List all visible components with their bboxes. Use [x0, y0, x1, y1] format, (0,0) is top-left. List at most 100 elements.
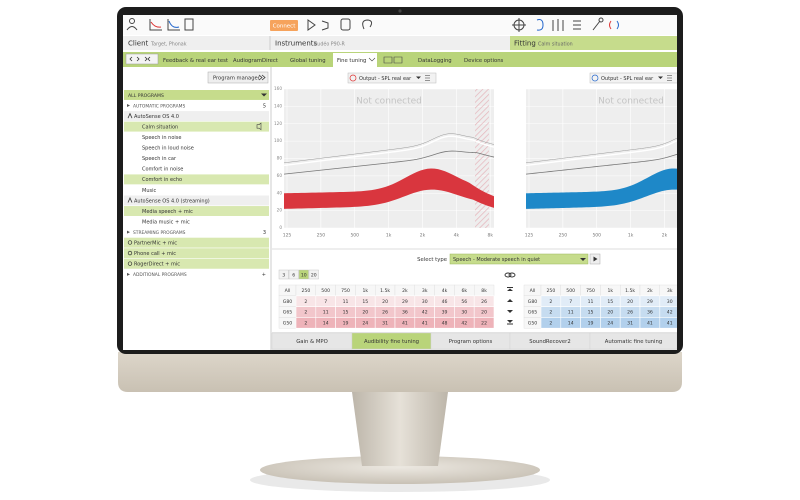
gain-value[interactable]: 42: [667, 310, 673, 316]
gain-value[interactable]: 15: [362, 299, 368, 305]
step-button[interactable]: [278, 269, 289, 280]
gain-value[interactable]: 2: [304, 299, 307, 305]
gain-value[interactable]: 7: [324, 299, 327, 305]
connect-label[interactable]: Connect: [273, 23, 297, 29]
step-label[interactable]: 10: [301, 272, 307, 278]
gain-value[interactable]: 11: [568, 310, 574, 316]
program-row[interactable]: [124, 206, 269, 216]
gain-value[interactable]: 7: [569, 299, 572, 305]
gain-value[interactable]: 30: [422, 299, 428, 305]
gain-value[interactable]: 30: [667, 299, 673, 305]
program-row[interactable]: [124, 237, 269, 248]
gain-value[interactable]: 22: [481, 321, 487, 327]
program-label[interactable]: AutoSense OS 4.0 (streaming): [134, 198, 210, 204]
gain-value[interactable]: 31: [382, 321, 388, 327]
select-type-value[interactable]: Speech - Moderate speech in quiet: [453, 257, 540, 263]
tab-label[interactable]: DataLogging: [418, 58, 452, 64]
gain-cell[interactable]: [473, 317, 495, 329]
gain-value[interactable]: 2: [304, 310, 307, 316]
bottom-tab-label[interactable]: Automatic fine tuning: [605, 339, 662, 345]
gain-cell[interactable]: [659, 317, 680, 329]
nav-arrows[interactable]: [125, 53, 159, 65]
output-dropdown[interactable]: [347, 72, 437, 84]
gain-value[interactable]: 2: [549, 321, 552, 327]
program-label[interactable]: Music: [142, 188, 156, 194]
gain-value[interactable]: 11: [323, 310, 329, 316]
program-label[interactable]: Media speech + mic: [142, 209, 193, 215]
step-button[interactable]: [288, 269, 299, 280]
gain-value[interactable]: 46: [442, 299, 448, 305]
gain-value[interactable]: 19: [588, 321, 594, 327]
gain-value[interactable]: 20: [607, 310, 613, 316]
program-row[interactable]: [124, 111, 269, 122]
gain-value[interactable]: 15: [607, 299, 613, 305]
tab-label[interactable]: Feedback & real ear test: [163, 58, 228, 64]
step-label[interactable]: 3: [282, 272, 285, 278]
program-label[interactable]: Media music + mic: [142, 219, 190, 225]
tab-active[interactable]: [333, 53, 377, 67]
step-button[interactable]: [298, 269, 309, 280]
gain-value[interactable]: 26: [382, 310, 388, 316]
gain-value[interactable]: 14: [323, 321, 329, 327]
program-row[interactable]: [124, 195, 269, 206]
gain-value[interactable]: 36: [402, 310, 408, 316]
gain-value[interactable]: 29: [647, 299, 653, 305]
gain-value[interactable]: 42: [461, 321, 467, 327]
output-label[interactable]: Output - SPL real ear: [601, 76, 654, 82]
gain-value[interactable]: 42: [422, 310, 428, 316]
gain-value[interactable]: 24: [607, 321, 613, 327]
gain-value[interactable]: 20: [481, 310, 487, 316]
select-type-dropdown[interactable]: [449, 253, 589, 265]
program-label[interactable]: Calm situation: [142, 124, 178, 130]
program-label[interactable]: STREAMING PROGRAMS: [133, 230, 186, 236]
gain-value[interactable]: 56: [461, 299, 467, 305]
step-label[interactable]: 20: [311, 272, 317, 278]
program-label[interactable]: Speech in noise: [142, 135, 181, 141]
program-label[interactable]: AUTOMATIC PROGRAMS: [133, 103, 185, 109]
tab-label[interactable]: Fine tuning: [337, 58, 366, 64]
gain-value[interactable]: 14: [568, 321, 574, 327]
gain-value[interactable]: 41: [422, 321, 428, 327]
program-label[interactable]: AutoSense OS 4.0: [134, 114, 179, 120]
gain-value[interactable]: 20: [382, 299, 388, 305]
gain-value[interactable]: 11: [343, 299, 349, 305]
program-label[interactable]: Phone call + mic: [134, 251, 176, 257]
gain-value[interactable]: 2: [549, 299, 552, 305]
step-label[interactable]: 6: [292, 272, 295, 278]
program-label[interactable]: Speech in loud noise: [142, 146, 194, 152]
program-label[interactable]: ALL PROGRAMS: [128, 93, 164, 99]
gain-value[interactable]: 30: [461, 310, 467, 316]
program-row[interactable]: [124, 121, 269, 132]
program-label[interactable]: Speech in car: [142, 156, 177, 162]
gain-value[interactable]: 41: [402, 321, 408, 327]
connect-button[interactable]: [270, 20, 298, 31]
gain-value[interactable]: 48: [442, 321, 448, 327]
gain-value[interactable]: 26: [627, 310, 633, 316]
step-button[interactable]: [308, 269, 319, 280]
gain-value[interactable]: 41: [667, 321, 673, 327]
gain-value[interactable]: 20: [627, 299, 633, 305]
tab-label[interactable]: AudiogramDirect: [233, 58, 278, 64]
bottom-tab-label[interactable]: Gain & MPO: [296, 339, 328, 345]
program-row[interactable]: [124, 174, 269, 185]
program-label[interactable]: Comfort in echo: [142, 177, 182, 183]
gain-value[interactable]: 2: [304, 321, 307, 327]
gain-value[interactable]: 39: [442, 310, 448, 316]
tab-label[interactable]: Device options: [464, 58, 504, 64]
gain-value[interactable]: 26: [481, 299, 487, 305]
program-manager-label[interactable]: Program manager: [213, 75, 261, 81]
bottom-tab-label[interactable]: Program options: [449, 339, 493, 345]
bottom-tab-label[interactable]: SoundRecover2: [529, 339, 570, 345]
gain-value[interactable]: 15: [343, 310, 349, 316]
program-row[interactable]: [124, 90, 269, 100]
tab-label[interactable]: Global tuning: [290, 58, 326, 64]
gain-value[interactable]: 15: [588, 310, 594, 316]
output-label[interactable]: Output - SPL real ear: [359, 76, 412, 82]
gain-value[interactable]: 31: [627, 321, 633, 327]
gain-value[interactable]: 24: [362, 321, 368, 327]
program-row[interactable]: [124, 248, 269, 259]
gain-value[interactable]: 36: [647, 310, 653, 316]
program-manager-button[interactable]: [207, 71, 269, 84]
gain-value[interactable]: 20: [362, 310, 368, 316]
program-row[interactable]: [124, 258, 269, 269]
